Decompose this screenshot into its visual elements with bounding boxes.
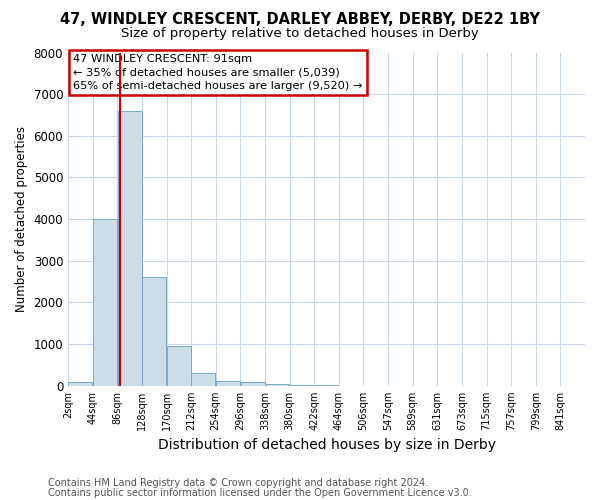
Bar — [68, 382, 92, 386]
Y-axis label: Number of detached properties: Number of detached properties — [15, 126, 28, 312]
Text: Contains public sector information licensed under the Open Government Licence v3: Contains public sector information licen… — [48, 488, 472, 498]
Text: Contains HM Land Registry data © Crown copyright and database right 2024.: Contains HM Land Registry data © Crown c… — [48, 478, 428, 488]
Text: 47 WINDLEY CRESCENT: 91sqm
← 35% of detached houses are smaller (5,039)
65% of s: 47 WINDLEY CRESCENT: 91sqm ← 35% of deta… — [73, 54, 362, 90]
Bar — [290, 385, 314, 386]
Bar — [167, 346, 191, 386]
Bar — [241, 382, 265, 386]
Bar — [93, 219, 117, 386]
Bar — [142, 278, 166, 386]
Bar — [314, 385, 338, 386]
Text: Size of property relative to detached houses in Derby: Size of property relative to detached ho… — [121, 28, 479, 40]
Text: 47, WINDLEY CRESCENT, DARLEY ABBEY, DERBY, DE22 1BY: 47, WINDLEY CRESCENT, DARLEY ABBEY, DERB… — [60, 12, 540, 28]
Bar — [191, 373, 215, 386]
Bar — [118, 111, 142, 386]
X-axis label: Distribution of detached houses by size in Derby: Distribution of detached houses by size … — [158, 438, 496, 452]
Bar — [216, 381, 240, 386]
Bar — [265, 384, 289, 386]
